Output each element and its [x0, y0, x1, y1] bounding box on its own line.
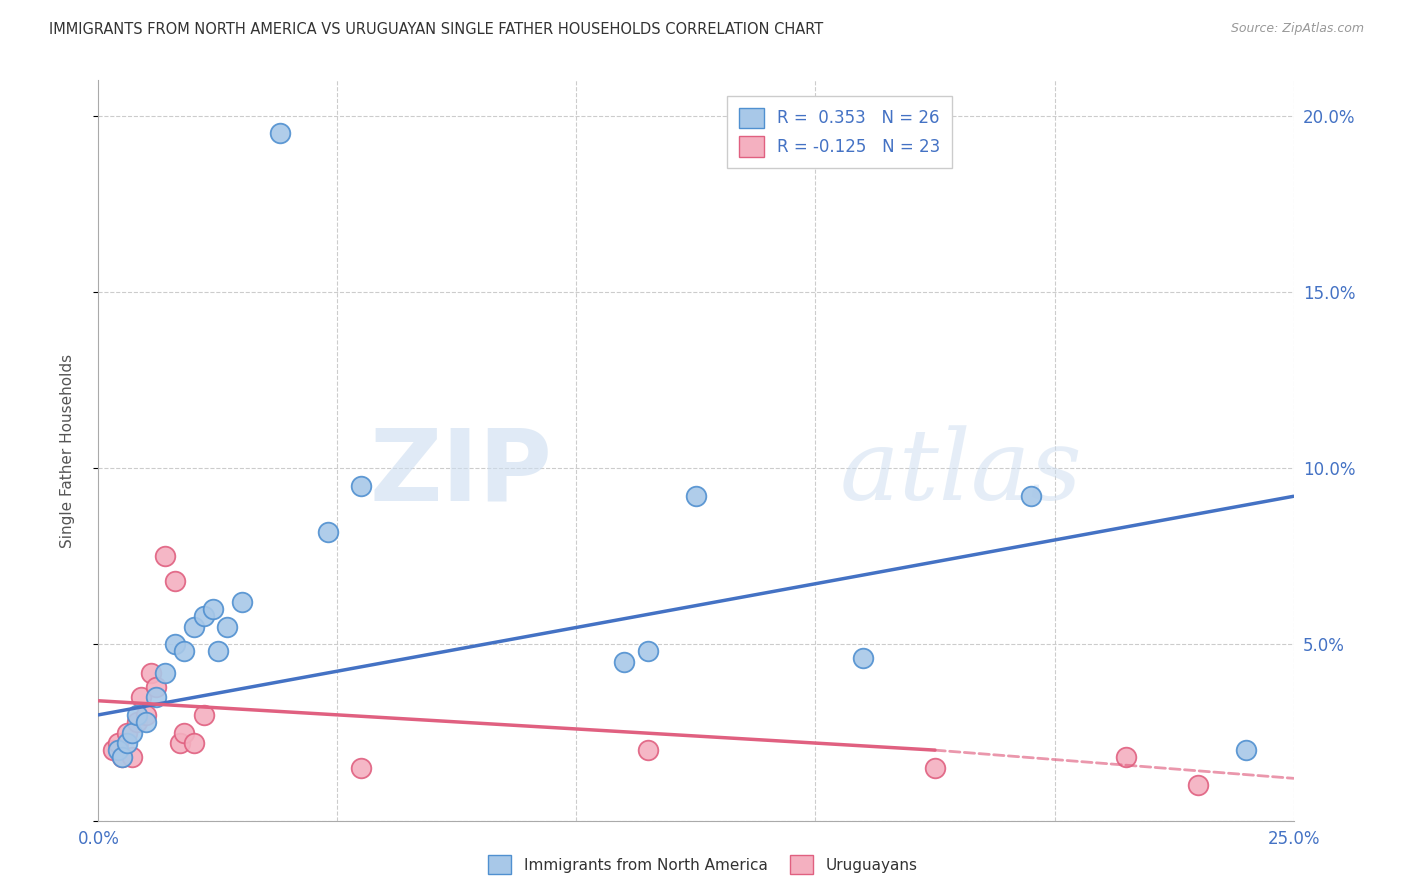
- Point: [155, 549, 177, 564]
- Point: [135, 714, 157, 729]
- Point: [183, 620, 205, 634]
- Point: [115, 736, 138, 750]
- Point: [173, 644, 195, 658]
- Text: IMMIGRANTS FROM NORTH AMERICA VS URUGUAYAN SINGLE FATHER HOUSEHOLDS CORRELATION : IMMIGRANTS FROM NORTH AMERICA VS URUGUAY…: [49, 22, 824, 37]
- Point: [107, 743, 129, 757]
- Point: [350, 479, 373, 493]
- Point: [350, 761, 373, 775]
- Y-axis label: Single Father Households: Single Father Households: [60, 353, 75, 548]
- Point: [1187, 778, 1209, 792]
- Point: [111, 750, 134, 764]
- Point: [207, 644, 229, 658]
- Point: [1019, 489, 1042, 503]
- Point: [173, 725, 195, 739]
- Point: [139, 665, 162, 680]
- Point: [852, 651, 875, 665]
- Point: [217, 620, 239, 634]
- Point: [121, 725, 143, 739]
- Point: [169, 736, 191, 750]
- Point: [637, 644, 659, 658]
- Point: [1234, 743, 1257, 757]
- Point: [316, 524, 339, 539]
- Point: [125, 714, 148, 729]
- Point: [145, 680, 167, 694]
- Point: [125, 707, 148, 722]
- Point: [685, 489, 707, 503]
- Text: ZIP: ZIP: [370, 425, 553, 521]
- Point: [193, 707, 215, 722]
- Point: [115, 725, 138, 739]
- Point: [145, 690, 167, 705]
- Point: [101, 743, 124, 757]
- Point: [269, 126, 291, 140]
- Point: [135, 707, 157, 722]
- Point: [111, 750, 134, 764]
- Point: [131, 690, 153, 705]
- Point: [924, 761, 946, 775]
- Point: [163, 637, 186, 651]
- Legend: Immigrants from North America, Uruguayans: Immigrants from North America, Uruguayan…: [482, 849, 924, 880]
- Point: [202, 602, 225, 616]
- Legend: R =  0.353   N = 26, R = -0.125   N = 23: R = 0.353 N = 26, R = -0.125 N = 23: [727, 96, 952, 169]
- Text: atlas: atlas: [839, 425, 1083, 520]
- Point: [155, 665, 177, 680]
- Point: [613, 655, 636, 669]
- Point: [163, 574, 186, 588]
- Point: [1115, 750, 1137, 764]
- Point: [183, 736, 205, 750]
- Point: [121, 750, 143, 764]
- Text: Source: ZipAtlas.com: Source: ZipAtlas.com: [1230, 22, 1364, 36]
- Point: [231, 595, 253, 609]
- Point: [107, 736, 129, 750]
- Point: [193, 609, 215, 624]
- Point: [637, 743, 659, 757]
